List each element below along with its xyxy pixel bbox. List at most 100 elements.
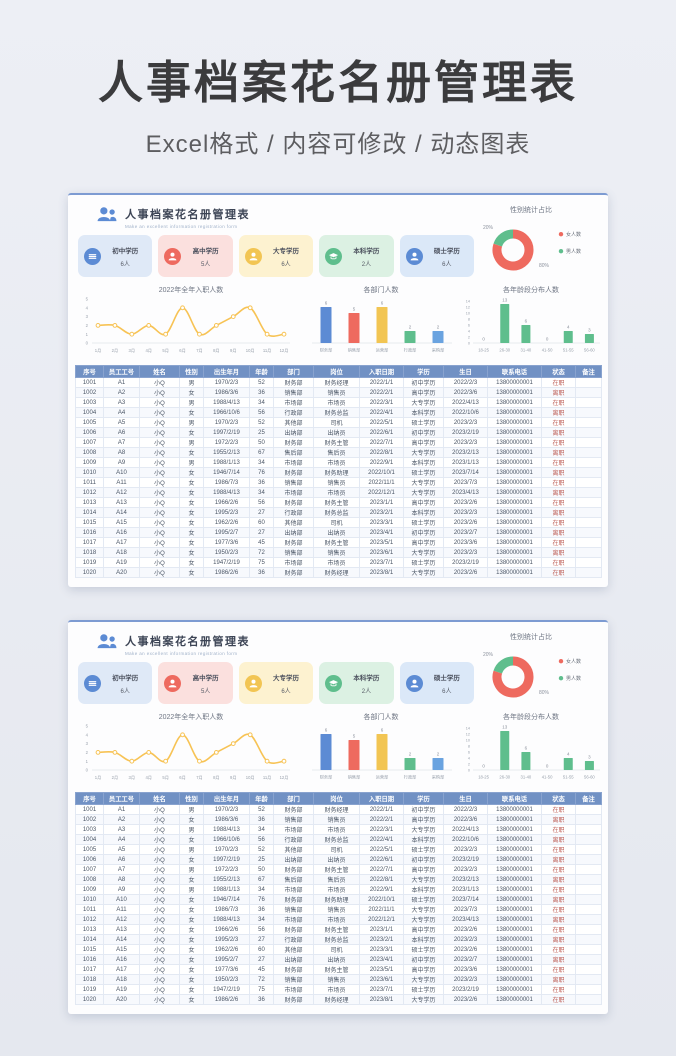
gender-donut-chart: 性别统计占比 20% 80% 女人数 男人数 bbox=[453, 627, 603, 713]
cell-department: 财务部 bbox=[273, 924, 314, 935]
cell-department: 财务部 bbox=[273, 804, 314, 815]
cell-note bbox=[575, 834, 602, 845]
cell-gender: 男 bbox=[179, 417, 204, 428]
cell-hire-date: 2022/1/1 bbox=[359, 377, 404, 388]
cell-education: 本科学历 bbox=[403, 407, 444, 418]
department-bar-chart: 各部门人数 6 财务部 5 销售部 6 运营部 2 行政部 2 采购部 bbox=[306, 283, 456, 361]
cell-birthday: 2023/4/13 bbox=[443, 914, 488, 925]
cell-employee-id: A5 bbox=[103, 844, 140, 855]
svg-text:5: 5 bbox=[353, 734, 356, 739]
cell-serial: 1007 bbox=[75, 437, 104, 448]
cell-position: 财务总监 bbox=[313, 934, 360, 945]
cell-birthday: 2022/10/6 bbox=[443, 407, 488, 418]
column-header-education: 学历 bbox=[403, 365, 444, 378]
svg-text:3: 3 bbox=[588, 755, 591, 760]
cell-department: 售后部 bbox=[273, 447, 314, 458]
column-header-gender: 性别 bbox=[179, 792, 204, 805]
cell-serial: 1010 bbox=[75, 894, 104, 905]
cell-employee-id: A14 bbox=[103, 934, 140, 945]
cell-serial: 1009 bbox=[75, 457, 104, 468]
cell-phone: 13800000001 bbox=[487, 814, 542, 825]
svg-text:各年龄段分布人数: 各年龄段分布人数 bbox=[503, 712, 559, 721]
cell-education: 初中学历 bbox=[403, 954, 444, 965]
cell-department: 其他部 bbox=[273, 944, 314, 955]
table-row: 1020 A20 小Q 女 1986/2/6 36 财务部 财务经理 2023/8/1 大专学历 2… bbox=[75, 994, 602, 1005]
svg-text:0: 0 bbox=[546, 764, 549, 769]
cell-position: 出纳员 bbox=[313, 854, 360, 865]
cell-department: 财务部 bbox=[273, 467, 314, 478]
svg-text:各年龄段分布人数: 各年龄段分布人数 bbox=[503, 285, 559, 294]
cell-note bbox=[575, 507, 602, 518]
layers-icon bbox=[84, 247, 101, 265]
svg-text:采购部: 采购部 bbox=[432, 774, 445, 781]
stat-card: 初中学历 6人 bbox=[78, 662, 153, 704]
cell-gender: 女 bbox=[179, 814, 204, 825]
cell-serial: 1001 bbox=[75, 377, 104, 388]
cell-status: 离职 bbox=[541, 467, 576, 478]
cell-hire-date: 2022/5/1 bbox=[359, 844, 404, 855]
svg-text:80%: 80% bbox=[539, 690, 550, 696]
svg-text:6: 6 bbox=[525, 746, 528, 751]
svg-text:11月: 11月 bbox=[263, 775, 272, 781]
cell-position: 财务主管 bbox=[313, 537, 360, 548]
cell-name: 小Q bbox=[139, 874, 180, 885]
cell-status: 离职 bbox=[541, 447, 576, 458]
cell-gender: 女 bbox=[179, 924, 204, 935]
cell-position: 财务总监 bbox=[313, 407, 360, 418]
svg-text:8月: 8月 bbox=[213, 348, 220, 354]
svg-text:0: 0 bbox=[86, 768, 89, 773]
panel-header: 人事档案花名册管理表 Make an excellent information… bbox=[96, 633, 250, 656]
cell-phone: 13800000001 bbox=[487, 387, 542, 398]
cell-birthday: 2023/2/3 bbox=[443, 507, 488, 518]
cell-note bbox=[575, 437, 602, 448]
svg-text:3: 3 bbox=[588, 328, 591, 333]
cell-phone: 13800000001 bbox=[487, 447, 542, 458]
cell-position: 销售员 bbox=[313, 814, 360, 825]
stat-card-count: 5人 bbox=[200, 688, 211, 695]
svg-text:各部门人数: 各部门人数 bbox=[364, 285, 399, 294]
cell-phone: 13800000001 bbox=[487, 527, 542, 538]
person-icon bbox=[244, 247, 262, 265]
cell-phone: 13800000001 bbox=[487, 557, 542, 568]
cell-employee-id: A17 bbox=[103, 964, 140, 975]
cell-position: 财务主管 bbox=[313, 864, 360, 875]
cell-gender: 女 bbox=[179, 894, 204, 905]
cell-note bbox=[575, 497, 602, 508]
cell-employee-id: A11 bbox=[103, 477, 140, 488]
cell-birthday: 2022/4/13 bbox=[443, 397, 488, 408]
cell-birthday: 2022/2/3 bbox=[443, 804, 488, 815]
cell-age: 36 bbox=[249, 477, 274, 488]
stat-card-count: 6人 bbox=[281, 688, 291, 695]
cell-serial: 1008 bbox=[75, 874, 104, 885]
cell-name: 小Q bbox=[139, 427, 180, 438]
cell-department: 出纳部 bbox=[273, 954, 314, 965]
column-header-age: 年龄 bbox=[249, 365, 274, 378]
cell-birth-date: 1995/2/7 bbox=[203, 527, 250, 538]
table-row: 1002 A2 小Q 女 1986/3/6 36 销售部 销售员 2022/2/1 高中学历 202… bbox=[75, 814, 602, 825]
cell-phone: 13800000001 bbox=[487, 547, 542, 558]
cell-hire-date: 2022/4/1 bbox=[359, 834, 404, 845]
cell-serial: 1006 bbox=[75, 427, 104, 438]
cell-hire-date: 2022/7/1 bbox=[359, 437, 404, 448]
cell-status: 离职 bbox=[541, 387, 576, 398]
svg-text:18-25: 18-25 bbox=[478, 775, 489, 780]
stat-card-label: 硕士学历 bbox=[433, 247, 460, 255]
cell-hire-date: 2022/6/1 bbox=[359, 427, 404, 438]
cell-note bbox=[575, 964, 602, 975]
panel-subtitle-en: Make an excellent information registrati… bbox=[125, 224, 238, 229]
cell-serial: 1012 bbox=[75, 487, 104, 498]
svg-text:6: 6 bbox=[325, 301, 328, 306]
cell-education: 大专学历 bbox=[403, 547, 444, 558]
cell-birthday: 2023/2/3 bbox=[443, 547, 488, 558]
cell-gender: 女 bbox=[179, 547, 204, 558]
svg-text:4: 4 bbox=[567, 752, 570, 757]
cell-employee-id: A4 bbox=[103, 407, 140, 418]
panel-preview-1: 人事档案花名册管理表 Make an excellent information… bbox=[68, 193, 608, 587]
cell-note bbox=[575, 824, 602, 835]
table-row: 1001 A1 小Q 男 1970/2/3 52 财务部 财务经理 2022/1/1 初中学历 20… bbox=[75, 377, 602, 388]
svg-text:0: 0 bbox=[482, 764, 485, 769]
svg-text:10月: 10月 bbox=[246, 348, 255, 354]
table-row: 1013 A13 小Q 女 1966/2/6 56 财务部 财务主管 2023/1/1 高中学历 2… bbox=[75, 497, 602, 508]
cell-status: 在职 bbox=[541, 377, 576, 388]
cell-education: 硕士学历 bbox=[403, 517, 444, 528]
